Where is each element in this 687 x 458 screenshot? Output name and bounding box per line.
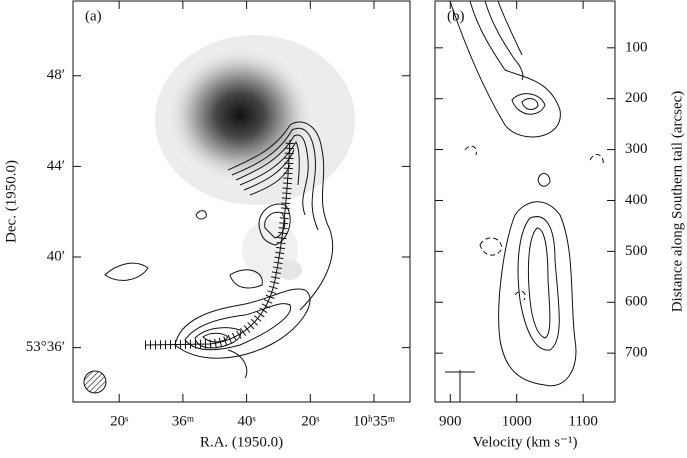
y-tick-label: 700 bbox=[625, 345, 648, 361]
y-tick-label: 500 bbox=[625, 243, 648, 259]
plot-frame bbox=[72, 0, 411, 403]
y-tick-label: 44′ bbox=[47, 158, 65, 174]
y-tick-label: 48′ bbox=[47, 67, 65, 83]
x-tick-label: 1100 bbox=[568, 413, 597, 429]
x-tick-label: 20ˢ bbox=[110, 413, 128, 429]
y-tick-label: 300 bbox=[625, 141, 648, 157]
plot-frame bbox=[434, 0, 616, 403]
x-tick-label: 900 bbox=[439, 413, 462, 429]
y-axis-title: Dec. (1950.0) bbox=[3, 160, 19, 243]
panel-a-contours bbox=[83, 121, 334, 394]
y-tick-label: 40′ bbox=[47, 248, 65, 264]
x-tick-label: 1000 bbox=[502, 413, 532, 429]
x-tick-label: 10ʰ35ᵐ bbox=[353, 413, 396, 429]
panel-a-image bbox=[155, 35, 355, 280]
panel-label: (a) bbox=[85, 8, 102, 24]
panel-b-contours bbox=[445, 0, 604, 402]
y-tick-label: 400 bbox=[625, 192, 648, 208]
y-tick-label: 100 bbox=[625, 39, 648, 55]
x-tick-label: 40ˢ bbox=[238, 413, 256, 429]
x-tick-label: 20ˢ bbox=[301, 413, 319, 429]
y-tick-label: 53°36′ bbox=[26, 339, 65, 355]
panel-label: (b) bbox=[447, 8, 465, 24]
y-tick-label: 600 bbox=[625, 294, 648, 310]
x-axis-title: Velocity (km s⁻¹) bbox=[473, 434, 578, 450]
x-tick-label: 36ᵐ bbox=[172, 413, 195, 429]
x-axis-title: R.A. (1950.0) bbox=[200, 434, 283, 450]
y-axis-title: Distance along Southern tail (arcsec) bbox=[669, 91, 685, 313]
y-tick-label: 200 bbox=[625, 90, 648, 106]
